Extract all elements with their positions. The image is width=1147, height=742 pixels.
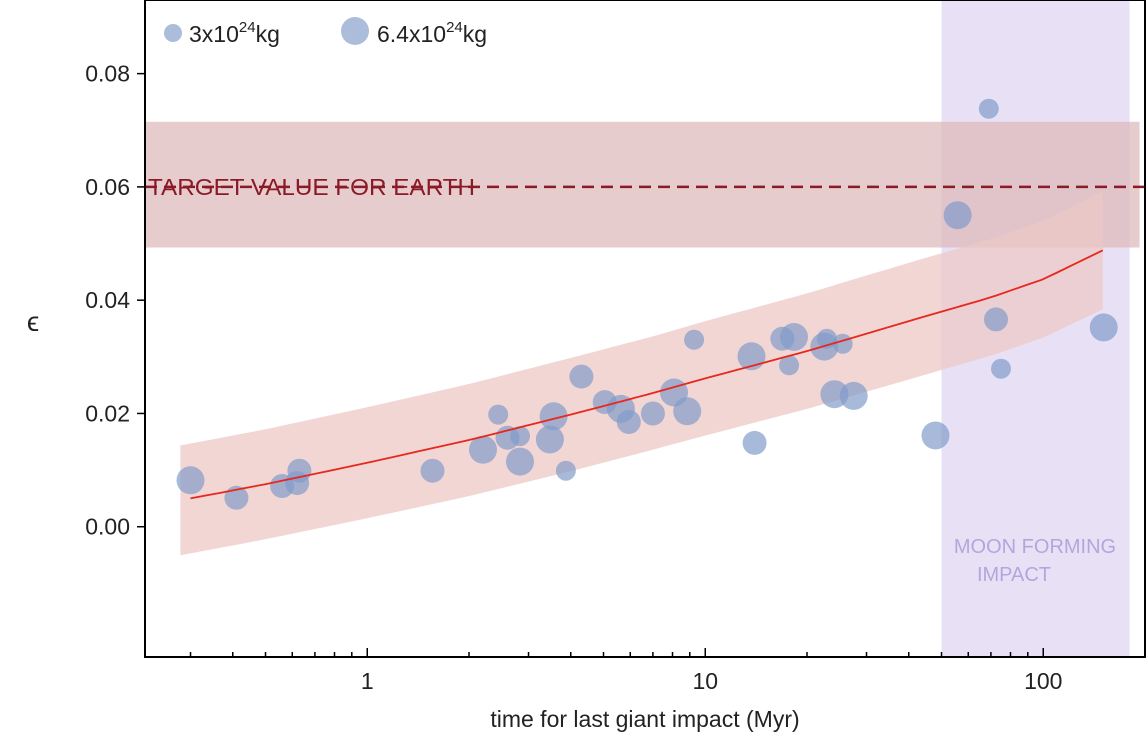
legend-marker-small: [164, 24, 182, 42]
y-axis-ticks: 0.00 0.02 0.04 0.06 0.08: [85, 61, 145, 540]
moon-forming-label-line1: MOON FORMING: [954, 536, 1116, 558]
data-point-34: [978, 98, 999, 119]
data-point-30: [832, 333, 853, 354]
data-point-33: [943, 201, 972, 230]
target-band: [145, 121, 1140, 248]
y-tick-label-4: 0.08: [85, 61, 130, 87]
x-axis-label: time for last giant impact (Myr): [490, 706, 799, 732]
data-point-0: [176, 466, 205, 495]
legend-label-large: 6.4x1024kg: [377, 19, 487, 47]
data-point-23: [742, 430, 767, 455]
data-point-12: [539, 402, 568, 431]
x-tick-label-2: 100: [1024, 668, 1062, 694]
fit-band-polygon: [180, 191, 1103, 556]
data-point-25: [779, 355, 800, 376]
x-axis-ticks: 1 10 100: [189, 648, 1146, 694]
data-point-21: [684, 329, 705, 350]
data-point-32: [921, 421, 950, 450]
data-point-10: [506, 447, 534, 476]
target-value-label: TARGET VALUE FOR EARTH: [148, 174, 475, 200]
data-point-35: [984, 307, 1008, 332]
fit-line-group: [190, 249, 1104, 500]
y-tick-label-0: 0.00: [85, 514, 130, 540]
data-point-6: [469, 435, 497, 464]
data-point-36: [991, 358, 1011, 379]
y-axis-label: ϵ: [27, 306, 39, 337]
data-point-5: [420, 458, 445, 483]
moon-forming-label-line2: IMPACT: [977, 564, 1051, 586]
y-tick-label-2: 0.04: [85, 287, 130, 313]
legend-label-small: 3x1024kg: [189, 19, 280, 47]
data-point-31: [839, 381, 868, 410]
x-tick-label-0: 1: [361, 668, 374, 694]
x-tick-label-1: 10: [692, 668, 718, 694]
data-point-26: [780, 323, 808, 351]
target-band-rect: [145, 121, 1140, 248]
data-point-14: [569, 364, 594, 389]
fit-line: [190, 249, 1104, 500]
data-point-37: [1089, 313, 1118, 342]
legend-marker-large: [341, 17, 369, 45]
data-point-17: [616, 410, 641, 434]
data-point-11: [535, 425, 564, 454]
y-tick-label-3: 0.06: [85, 174, 130, 200]
data-point-20: [673, 397, 702, 426]
data-point-7: [488, 404, 509, 425]
plot-frame: [144, 0, 1146, 658]
data-point-18: [640, 401, 665, 426]
data-point-13: [555, 460, 576, 481]
y-tick-label-1: 0.02: [85, 400, 130, 426]
legend: 3x1024kg 6.4x1024kg: [164, 17, 487, 47]
fit-confidence-band: [180, 191, 1103, 556]
data-point-9: [510, 426, 530, 447]
